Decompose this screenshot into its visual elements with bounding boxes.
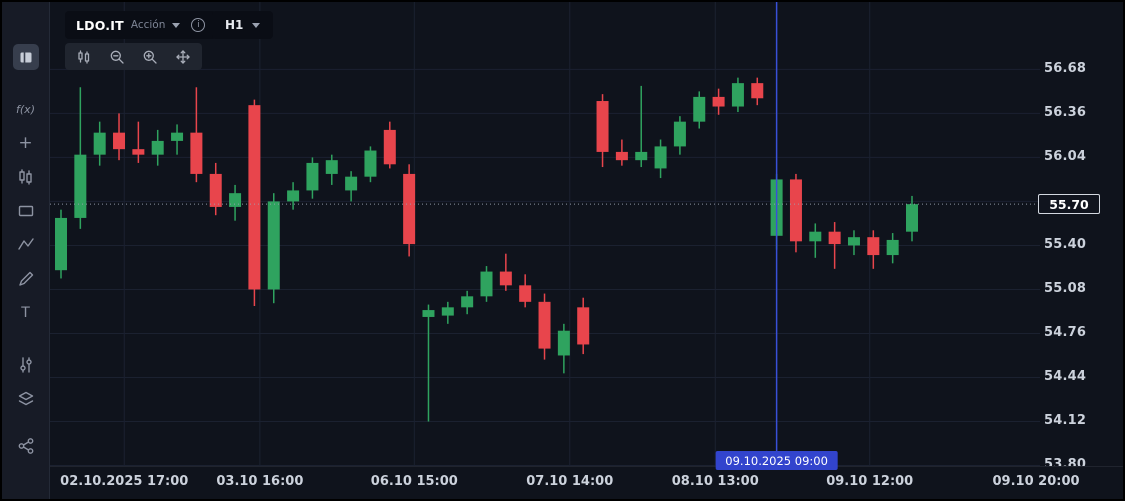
layers-icon — [18, 391, 33, 406]
chart-panel-icon — [20, 51, 31, 64]
marker-time-label: 09.10.2025 09:00 — [715, 451, 838, 470]
candle-style-icon — [78, 49, 90, 64]
time-axis[interactable]: 02.10.2025 17:00 03.10 16:00 06.10 15:00 07… — [50, 466, 1123, 499]
price-axis-label: 54.44 — [1044, 369, 1087, 385]
price-axis-label: 56.36 — [1044, 105, 1087, 121]
current-price-label: 55.70 — [1038, 194, 1100, 215]
zoom-out-icon — [110, 50, 124, 64]
time-axis-label: 02.10.2025 17:00 — [60, 474, 189, 489]
chevron-down-icon — [172, 22, 181, 28]
sidebar-tool-share[interactable] — [13, 433, 39, 459]
zoom-in-button[interactable] — [142, 49, 158, 65]
time-axis-label: 03.10 16:00 — [216, 474, 304, 489]
sidebar-tool-sliders[interactable] — [13, 352, 39, 378]
price-axis-label: 54.12 — [1044, 413, 1087, 429]
price-axis-label: 56.68 — [1044, 61, 1087, 77]
candlestick-chart[interactable] — [50, 2, 1040, 471]
sidebar-tool-brush[interactable] — [13, 266, 39, 292]
sidebar-tool-add[interactable]: + — [13, 130, 39, 156]
time-axis-label: 06.10 15:00 — [370, 474, 458, 489]
sliders-icon — [19, 357, 32, 373]
functions-icon: f(x) — [16, 102, 35, 116]
share-icon — [18, 438, 33, 454]
instrument-type: Acción — [130, 19, 166, 31]
rectangle-tool-icon — [18, 205, 33, 217]
time-axis-label: 09.10 12:00 — [826, 474, 914, 489]
left-toolbar: f(x) + T — [2, 2, 50, 499]
price-axis-label: 55.40 — [1044, 237, 1087, 253]
zoom-out-button[interactable] — [109, 49, 125, 65]
timeframe-selector[interactable]: H1 — [212, 11, 274, 39]
price-axis-label: 55.08 — [1044, 281, 1087, 297]
time-axis-label: 07.10 14:00 — [526, 474, 614, 489]
chevron-down-icon — [252, 22, 261, 28]
brush-tool-icon — [18, 271, 33, 286]
chart-plot-area: 09.10.2025 09:00 — [50, 2, 1040, 471]
sidebar-tool-wave[interactable] — [13, 232, 39, 258]
sidebar-tool-rectangle[interactable] — [13, 198, 39, 224]
instrument-selector[interactable]: LDO.IT Acción i — [65, 11, 217, 39]
time-axis-label: 09.10 20:00 — [992, 474, 1080, 489]
wave-tool-icon — [17, 238, 34, 250]
sidebar-tool-candlestick[interactable] — [13, 164, 39, 190]
sidebar-tool-chart-panel[interactable] — [12, 44, 39, 70]
sidebar-tool-text[interactable]: T — [13, 300, 39, 326]
info-icon[interactable]: i — [191, 18, 206, 32]
sidebar-tool-layers[interactable] — [13, 386, 39, 412]
candlestick-tool-icon — [18, 169, 32, 185]
add-icon: + — [18, 132, 33, 153]
chart-toolbar — [65, 43, 202, 70]
chart-style-button[interactable] — [76, 49, 92, 65]
zoom-in-icon — [143, 50, 157, 64]
price-axis-label: 54.76 — [1044, 325, 1087, 341]
price-axis-label: 56.04 — [1044, 149, 1087, 165]
sidebar-tool-functions[interactable]: f(x) — [13, 96, 39, 122]
price-axis[interactable]: 55.70 56.68 56.36 56.04 55.40 55.08 54.76 54.4… — [1036, 2, 1123, 472]
time-axis-label: 08.10 13:00 — [671, 474, 759, 489]
pan-button[interactable] — [175, 49, 191, 65]
text-tool-icon: T — [21, 305, 30, 321]
timeframe-label: H1 — [225, 18, 244, 32]
instrument-symbol: LDO.IT — [76, 17, 124, 33]
pan-icon — [176, 49, 190, 64]
